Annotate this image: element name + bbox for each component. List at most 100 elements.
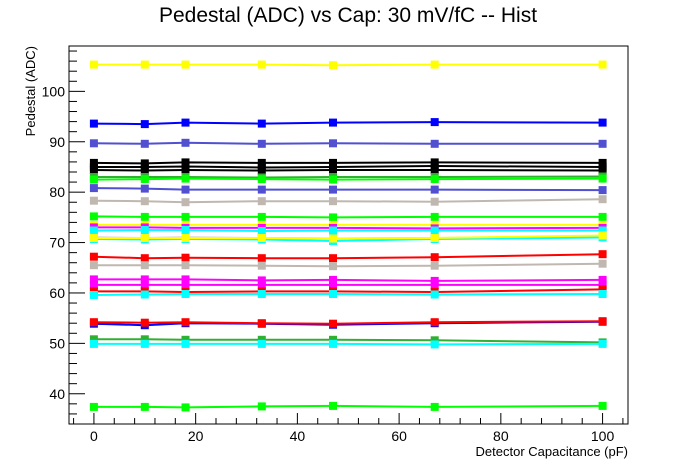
series-line [93,187,603,192]
series-line [93,293,603,296]
data-point [430,166,439,174]
data-point [257,234,266,242]
data-point [181,253,190,262]
data-point [89,139,98,148]
data-point [257,166,266,175]
data-point [140,318,149,327]
series-21 [89,280,607,289]
data-point [329,61,337,70]
data-point [329,175,337,184]
series-17 [89,231,607,243]
series-line [93,175,603,179]
series-line [93,278,603,282]
data-point [89,339,98,348]
data-point [430,280,439,289]
data-point [257,197,266,206]
data-point [140,275,149,284]
data-point [430,290,439,299]
data-point [181,290,190,298]
series-line [93,168,603,172]
data-point [257,339,266,348]
data-point [140,339,149,348]
series-27 [89,339,607,349]
data-point [598,231,607,240]
data-point [181,174,190,183]
data-point [140,60,149,69]
data-point [329,280,337,289]
series-20 [89,275,607,285]
series-23 [89,290,607,299]
data-point [329,234,337,243]
data-point [89,196,98,205]
data-point [89,318,98,327]
data-point [329,197,337,206]
data-point [257,139,266,148]
data-point [89,166,98,174]
data-point [181,261,190,270]
y-tick-label: 70 [49,235,65,251]
series-line [93,121,603,126]
data-point [430,212,439,221]
series-28 [89,401,607,412]
chart-title: Pedestal (ADC) vs Cap: 30 mV/fC -- Hist [158,4,538,27]
data-point [257,319,266,328]
data-point [257,261,266,270]
data-point [430,60,439,69]
data-point [181,318,190,327]
data-point [598,275,607,284]
plot-frame [68,45,629,425]
series-8 [89,174,607,184]
data-point [257,175,266,184]
data-point [430,118,439,127]
data-point [140,254,149,263]
data-point [257,60,266,69]
data-point [89,119,98,128]
data-point [598,401,607,410]
data-point [140,184,149,193]
data-point [430,139,439,148]
data-point [257,280,266,289]
y-tick-label: 100 [42,83,66,99]
data-point [140,335,149,344]
data-point [89,291,98,299]
data-point [329,185,337,194]
x-tick-label: 0 [90,428,98,444]
data-point [89,275,98,284]
data-point [181,226,190,234]
data-point [89,60,98,69]
data-point [329,139,337,148]
data-point [140,166,149,175]
data-point [598,166,607,175]
data-point [181,403,190,412]
data-point [140,197,149,206]
data-point [598,250,607,259]
data-point [181,158,190,167]
data-point [598,118,607,127]
data-point [430,261,439,270]
data-point [598,280,607,289]
data-point [329,275,337,284]
data-point [329,118,337,127]
data-point [430,185,439,194]
data-point [430,234,439,242]
series-25 [89,317,607,328]
data-point [181,280,190,289]
axis-layer: 0 20 40 60 80 100 40 50 60 70 80 90 100 [42,50,624,444]
data-point [329,158,337,167]
data-point [140,290,149,299]
data-point [181,60,190,69]
series-line [93,404,603,409]
data-point [257,335,266,344]
data-point [329,401,337,410]
x-axis-label: Detector Capacitance (pF) [476,444,628,459]
data-point [140,402,149,411]
data-point [89,280,98,289]
data-point [257,402,266,411]
data-point [598,285,607,294]
series-line [93,63,603,67]
series-line [93,342,603,346]
series-line [93,141,603,145]
data-point [598,212,607,221]
data-point [257,158,266,167]
data-point [598,226,607,235]
